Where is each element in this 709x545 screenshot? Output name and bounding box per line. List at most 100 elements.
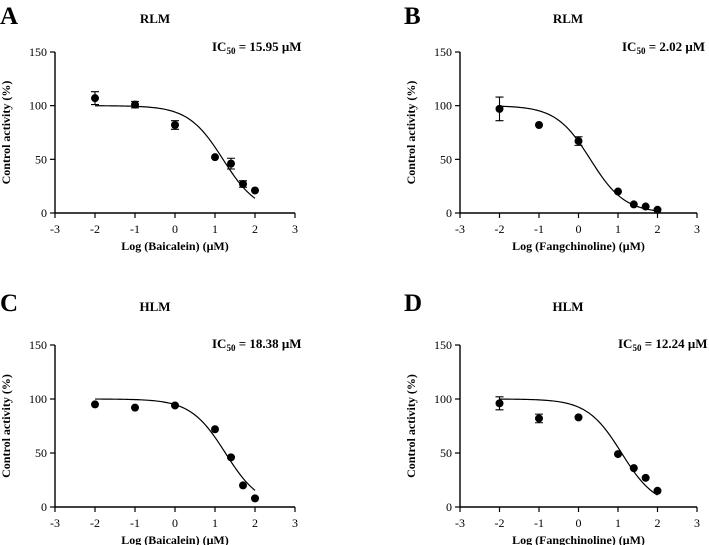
- panel-title: HLM: [139, 299, 170, 314]
- y-tick-label: 150: [29, 45, 47, 59]
- x-tick-label: -3: [50, 222, 60, 236]
- data-point: [495, 104, 504, 113]
- data-point: [653, 205, 662, 214]
- panel-letter: A: [0, 3, 18, 30]
- x-tick-label: -2: [90, 222, 100, 236]
- panel-letter: B: [404, 3, 421, 30]
- y-tick-label: 100: [434, 392, 452, 406]
- x-tick-label: -1: [534, 222, 544, 236]
- panel-c: C HLM IC50 = 18.38 μM 0 50 100 150 -3 -2 -1 0 1 2 3 Lo…: [0, 290, 302, 545]
- y-tick-label: 150: [434, 338, 452, 352]
- data-point: [653, 486, 662, 495]
- y-axis-title: Control activity (%): [0, 374, 13, 478]
- data-point: [91, 94, 99, 103]
- data-point: [171, 401, 179, 410]
- ic50-label: IC50 = 15.95 μM: [212, 39, 302, 56]
- x-tick-label: 0: [172, 222, 178, 236]
- data-point: [239, 180, 247, 189]
- y-tick-label: 150: [434, 45, 452, 59]
- y-tick-label: 50: [35, 152, 47, 166]
- data-point: [535, 414, 543, 423]
- x-axis-title: Log (Baicalein) (μM): [121, 533, 228, 545]
- fit-curve: [499, 105, 658, 212]
- panel-a: A RLM IC50 = 15.95 μM 0 50 100 150 -3 -2 -1 0 1 2 3 Lo…: [0, 3, 302, 253]
- y-axis-title: Control activity (%): [0, 81, 13, 185]
- panel-d: D HLM IC50 = 12.24 μM 0 50 100 150 -3 -2 -1 0 1 2 3 Lo…: [404, 290, 708, 545]
- data-point: [641, 473, 650, 482]
- x-tick-label: 0: [576, 222, 582, 236]
- x-tick-label: 2: [655, 516, 661, 530]
- x-tick-label: 3: [694, 222, 700, 236]
- data-point: [614, 450, 622, 459]
- x-tick-label: -3: [50, 516, 60, 530]
- data-point: [614, 187, 622, 196]
- data-point: [641, 202, 650, 211]
- y-tick-label: 50: [440, 152, 452, 166]
- x-tick-label: -1: [534, 516, 544, 530]
- x-axis-title: Log (Fangchinoline) (μM): [512, 533, 645, 545]
- x-tick-label: 3: [292, 222, 298, 236]
- panel-title: RLM: [553, 11, 583, 26]
- y-tick-label: 0: [41, 500, 47, 514]
- ic50-label: IC50 = 12.24 μM: [618, 336, 708, 353]
- data-point: [251, 186, 259, 195]
- y-tick-label: 100: [29, 99, 47, 113]
- x-tick-label: -2: [495, 516, 505, 530]
- x-tick-label: -3: [455, 516, 465, 530]
- data-point: [574, 137, 583, 146]
- data-point: [227, 159, 235, 168]
- data-point: [227, 453, 235, 462]
- data-point: [239, 481, 247, 490]
- x-tick-label: 3: [292, 516, 298, 530]
- data-point: [574, 413, 583, 422]
- data-point: [171, 120, 179, 129]
- y-tick-label: 50: [440, 446, 452, 460]
- x-tick-label: 0: [576, 516, 582, 530]
- panel-b: B RLM IC50 = 2.02 μM 0 50 100 150 -3 -2 -1 0 1 2 3 Log…: [404, 3, 705, 253]
- fit-curve: [94, 105, 256, 199]
- data-point: [91, 400, 99, 409]
- y-tick-label: 0: [446, 500, 452, 514]
- x-tick-label: -3: [455, 222, 465, 236]
- panel-title: HLM: [552, 299, 583, 314]
- x-tick-label: -1: [130, 222, 140, 236]
- x-tick-label: 1: [615, 516, 621, 530]
- panel-title: RLM: [140, 11, 170, 26]
- x-tick-label: 2: [252, 222, 258, 236]
- data-point: [629, 200, 638, 209]
- x-tick-label: 0: [172, 516, 178, 530]
- x-tick-label: -2: [495, 222, 505, 236]
- x-tick-label: 2: [655, 222, 661, 236]
- x-tick-label: 1: [212, 222, 218, 236]
- data-point: [251, 494, 259, 503]
- x-tick-label: -2: [90, 516, 100, 530]
- data-point: [629, 464, 638, 473]
- y-tick-label: 0: [41, 206, 47, 220]
- y-tick-label: 50: [35, 446, 47, 460]
- x-tick-label: 3: [694, 516, 700, 530]
- ic50-label: IC50 = 2.02 μM: [622, 39, 705, 56]
- x-tick-label: 2: [252, 516, 258, 530]
- data-point: [211, 153, 219, 162]
- data-point: [131, 100, 139, 109]
- data-point: [211, 425, 219, 434]
- data-point: [131, 403, 139, 412]
- y-tick-label: 100: [29, 392, 47, 406]
- ic50-label: IC50 = 18.38 μM: [212, 336, 302, 353]
- y-tick-label: 150: [29, 338, 47, 352]
- x-axis-title: Log (Baicalein) (μM): [121, 239, 228, 253]
- y-tick-label: 100: [434, 99, 452, 113]
- y-axis-title: Control activity (%): [404, 81, 418, 185]
- fit-curve: [94, 398, 256, 491]
- y-axis-title: Control activity (%): [404, 374, 418, 478]
- x-tick-label: 1: [615, 222, 621, 236]
- x-tick-label: 1: [212, 516, 218, 530]
- y-tick-label: 0: [446, 206, 452, 220]
- panel-letter: D: [404, 290, 422, 317]
- x-axis-title: Log (Fangchinoline) (μM): [512, 239, 645, 253]
- x-tick-label: -1: [130, 516, 140, 530]
- data-point: [495, 399, 504, 408]
- panel-letter: C: [0, 290, 18, 317]
- data-point: [535, 120, 543, 129]
